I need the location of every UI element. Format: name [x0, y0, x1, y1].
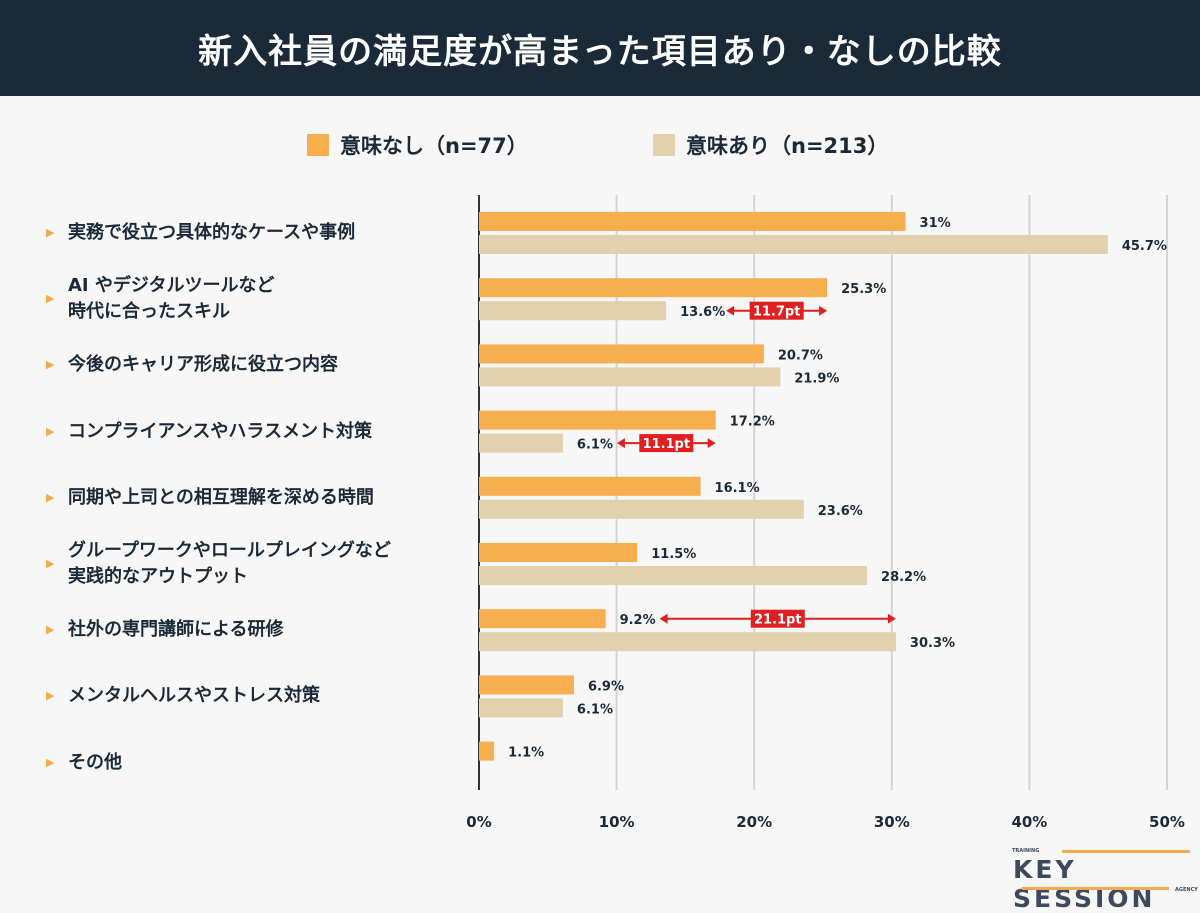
- annotation-label: 11.1pt: [642, 437, 690, 452]
- bullet-icon: ▶: [46, 689, 55, 703]
- data-label: 30.3%: [910, 636, 955, 651]
- annotation-label: 21.1pt: [754, 613, 802, 628]
- arrow-left-icon: [726, 305, 735, 316]
- category-text: 社外の専門講師による研修: [68, 619, 284, 641]
- legend-label: 意味あり（n=213）: [686, 134, 888, 158]
- logo-bottom: AGENCY: [1175, 887, 1198, 893]
- x-tick-label: 40%: [1011, 813, 1047, 831]
- bar-ari: [479, 499, 804, 519]
- x-tick-label: 10%: [599, 813, 635, 831]
- logo-top: TRAINING: [1012, 848, 1040, 854]
- data-label: 9.2%: [620, 613, 656, 628]
- bullet-icon: ▶: [46, 424, 55, 438]
- bar-nashi: [479, 609, 606, 629]
- category-label: ▶ 社外の専門講師による研修: [46, 617, 283, 643]
- legend-swatch: [307, 134, 329, 156]
- annotation-badge: [749, 301, 804, 320]
- annotation-badge: [639, 434, 694, 453]
- bar-nashi: [479, 476, 701, 496]
- logo-main: KEY SESSION: [1013, 855, 1156, 913]
- category-text: メンタルヘルスやストレス対策: [68, 685, 320, 707]
- bar-nashi: [479, 675, 574, 695]
- legend-swatch: [653, 134, 675, 156]
- data-label: 20.7%: [778, 348, 823, 363]
- bar-nashi: [479, 410, 716, 430]
- bar-nashi: [479, 212, 906, 231]
- data-label: 6.9%: [588, 679, 624, 694]
- arrow-right-icon: [707, 438, 716, 449]
- category-label: ▶ AI やデジタルツールなど 時代に合ったスキル: [46, 273, 275, 325]
- annotation-label: 11.7pt: [753, 305, 801, 320]
- bar-ari: [479, 235, 1108, 254]
- bullet-icon: ▶: [46, 755, 55, 769]
- data-label: 45.7%: [1122, 239, 1167, 254]
- data-label: 17.2%: [730, 415, 775, 430]
- category-label: ▶ メンタルヘルスやストレス対策: [46, 683, 320, 709]
- category-label: ▶ 同期や上司との相互理解を深める時間: [46, 485, 374, 511]
- arrow-left-icon: [659, 613, 668, 624]
- chart-title: 新入社員の満足度が高まった項目あり・なしの比較: [198, 31, 1002, 72]
- data-label: 21.9%: [794, 371, 839, 386]
- category-label: ▶ グループワークやロールプレイングなど 実践的なアウトプット: [46, 538, 391, 590]
- annotation-badge: [750, 609, 805, 628]
- bar-nashi: [479, 741, 495, 761]
- bar-ari: [479, 433, 563, 453]
- arrow-left-icon: [616, 438, 625, 449]
- bar-ari: [479, 566, 868, 585]
- bar-nashi: [479, 278, 828, 298]
- bullet-icon: ▶: [46, 226, 55, 239]
- legend-label: 意味なし（n=77）: [340, 134, 528, 158]
- data-label: 23.6%: [818, 504, 863, 519]
- data-label: 6.1%: [577, 702, 613, 717]
- data-label: 11.5%: [651, 547, 696, 562]
- bar-ari: [479, 698, 563, 718]
- bullet-icon: ▶: [46, 358, 55, 372]
- title-bar: 新入社員の満足度が高まった項目あり・なしの比較: [0, 0, 1200, 96]
- category-text: 実務で役立つ具体的なケースや事例: [68, 222, 356, 243]
- x-tick-label: 20%: [736, 813, 772, 831]
- data-label: 1.1%: [508, 746, 544, 761]
- data-label: 13.6%: [680, 305, 725, 320]
- bullet-icon: ▶: [46, 557, 55, 570]
- bar-nashi: [479, 344, 764, 364]
- x-tick-label: 50%: [1149, 813, 1185, 831]
- bar-ari: [479, 301, 667, 321]
- x-tick-label: 0%: [466, 813, 491, 831]
- category-text: 今後のキャリア形成に役立つ内容: [68, 354, 338, 376]
- bar-ari: [479, 632, 896, 652]
- bar-ari: [479, 367, 781, 387]
- category-text: コンプライアンスやハラスメント対策: [68, 420, 373, 442]
- data-label: 25.3%: [841, 282, 886, 297]
- data-label: 28.2%: [881, 570, 926, 585]
- category-text: グループワークやロールプレイングなど 実践的なアウトプット: [68, 540, 391, 587]
- bullet-icon: ▶: [46, 623, 55, 637]
- bullet-icon: ▶: [46, 292, 55, 306]
- data-label: 16.1%: [715, 481, 760, 496]
- category-text: AI やデジタルツールなど 時代に合ったスキル: [68, 275, 275, 323]
- category-text: その他: [68, 751, 122, 773]
- data-label: 6.1%: [577, 438, 613, 453]
- category-label: ▶ 実務で役立つ具体的なケースや事例: [46, 220, 355, 246]
- bullet-icon: ▶: [46, 490, 55, 504]
- category-label: ▶ コンプライアンスやハラスメント対策: [46, 419, 372, 445]
- bar-nashi: [479, 543, 638, 562]
- x-tick-label: 30%: [874, 813, 910, 831]
- arrow-right-icon: [887, 613, 896, 624]
- arrow-right-icon: [819, 305, 828, 316]
- data-label: 31%: [920, 216, 951, 231]
- category-text: 同期や上司との相互理解を深める時間: [68, 486, 374, 508]
- logo: TRAINING KEY SESSION AGENCY: [1010, 845, 1198, 913]
- category-label: ▶ その他: [46, 750, 122, 776]
- category-label: ▶ 今後のキャリア形成に役立つ内容: [46, 352, 338, 378]
